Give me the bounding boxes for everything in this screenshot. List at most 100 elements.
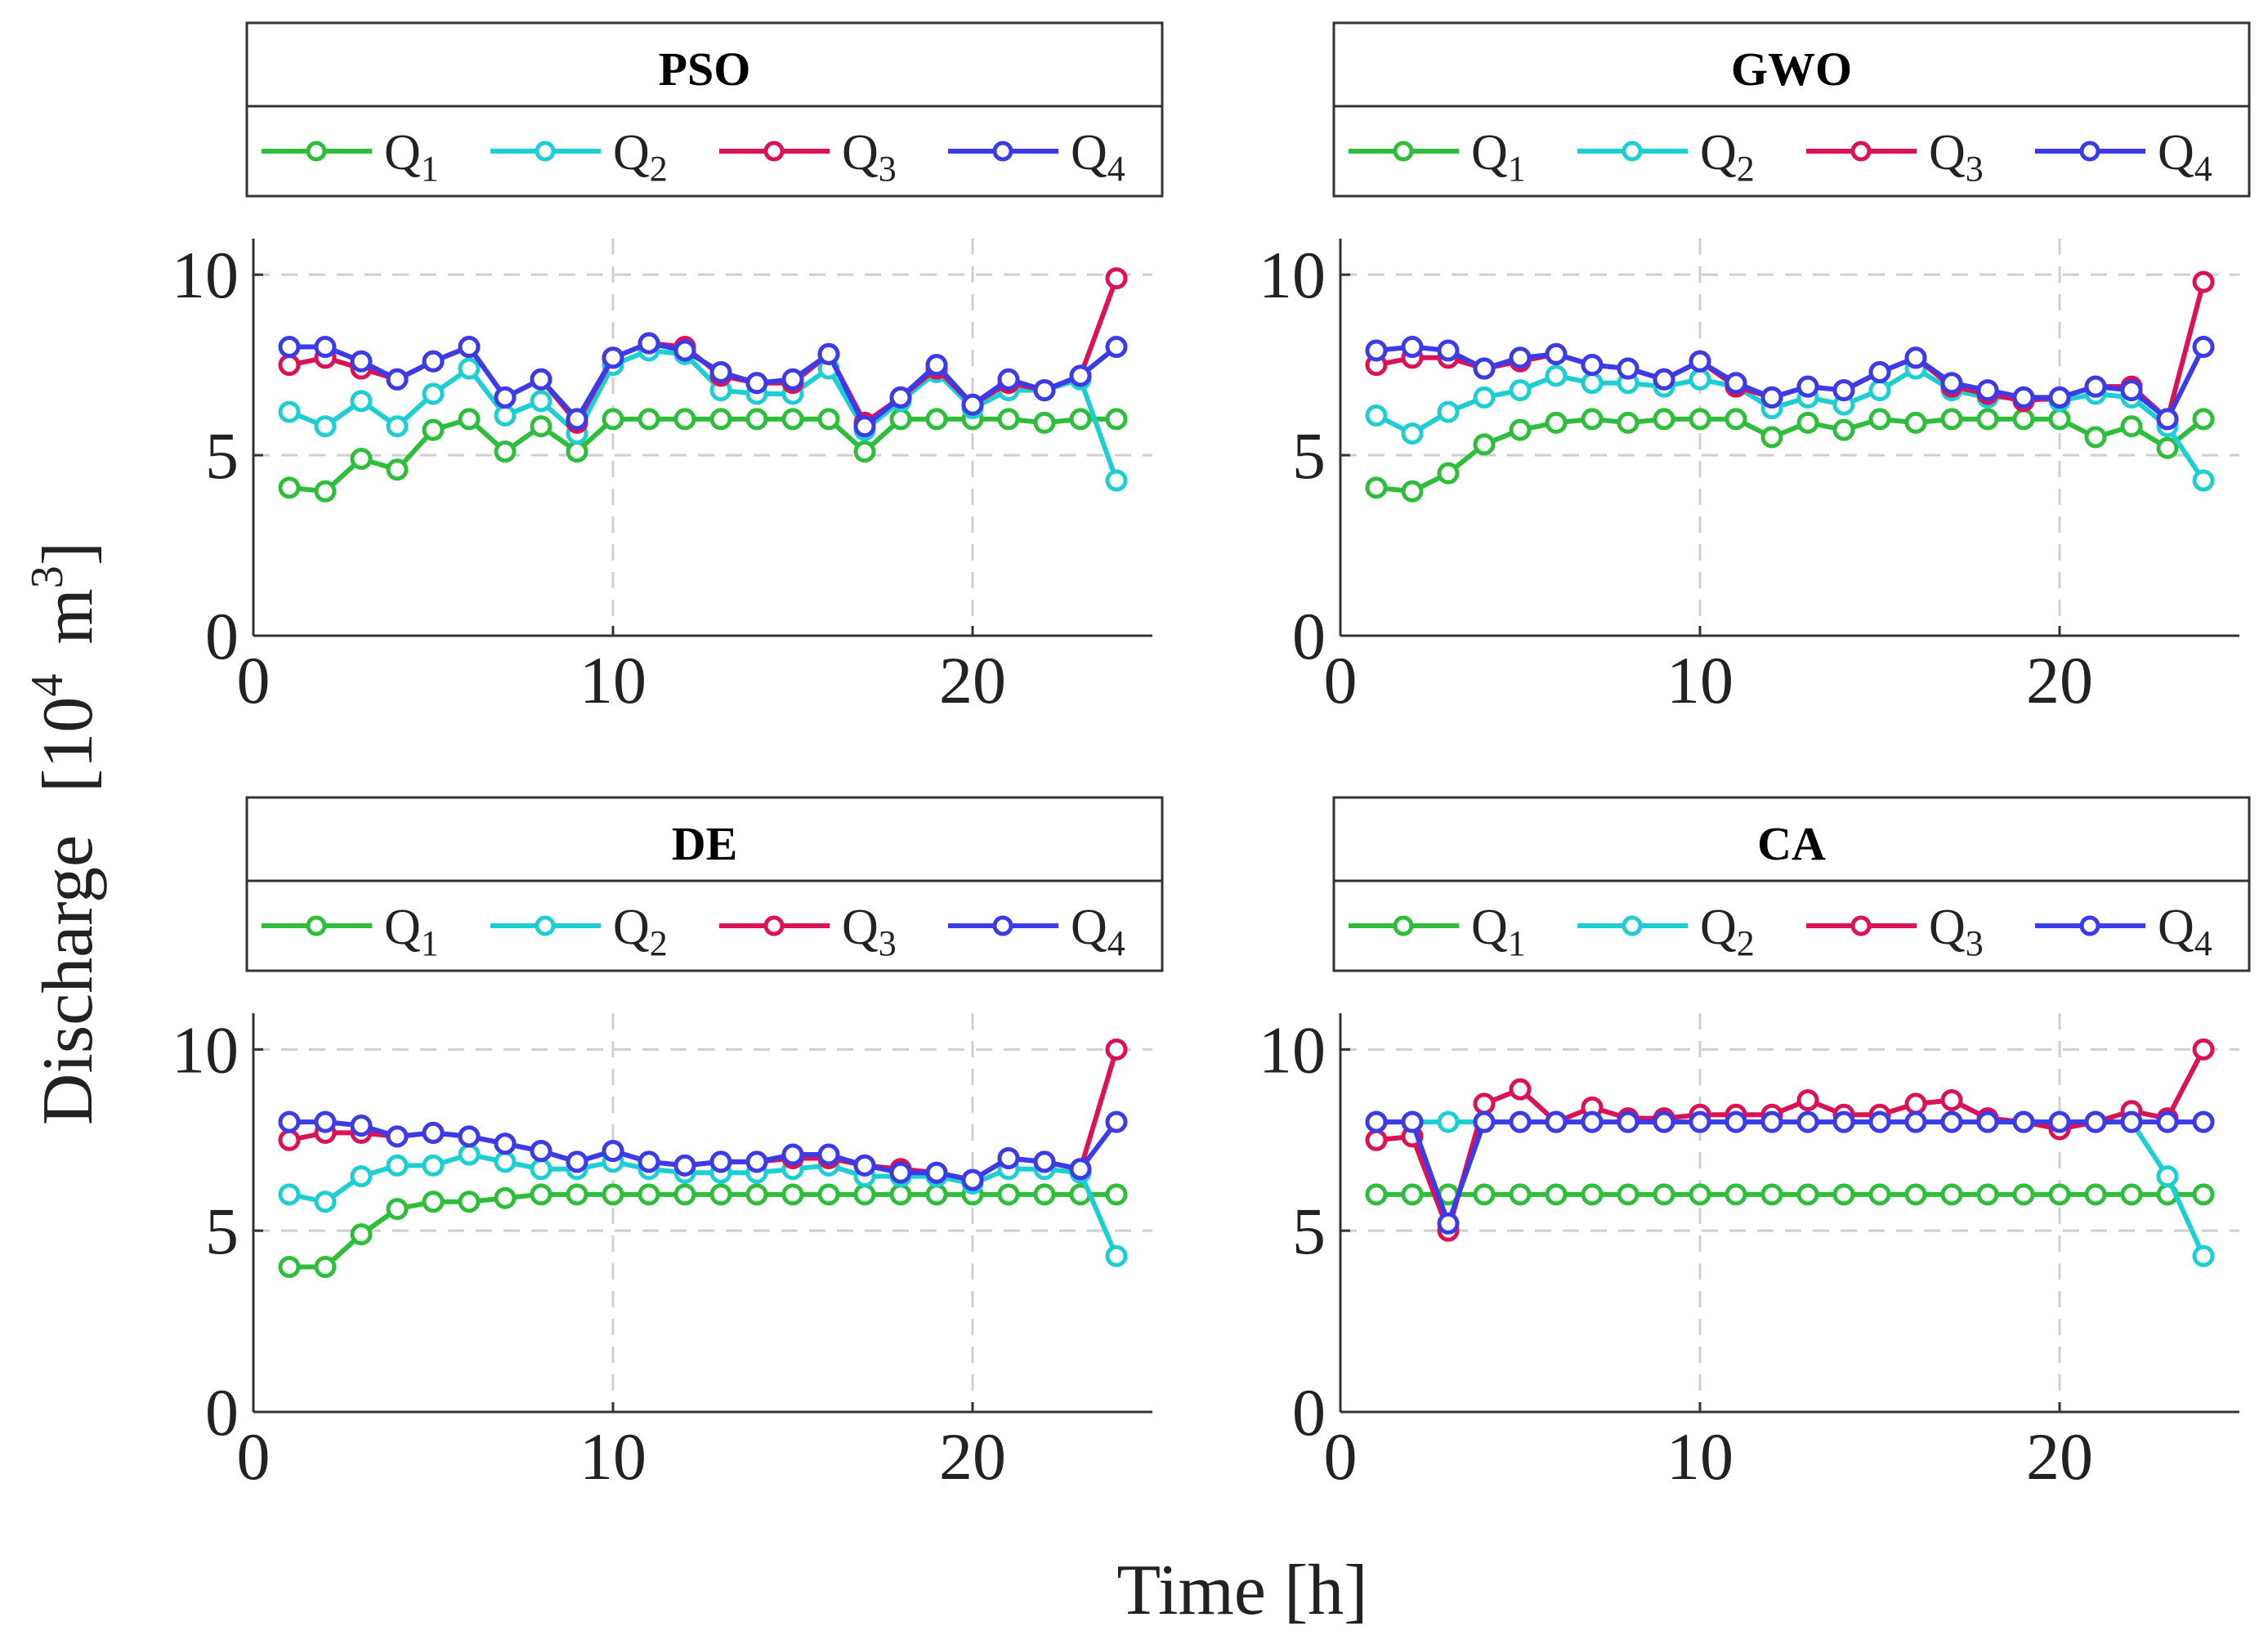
- data-point: [1401, 480, 1424, 503]
- y-tick-label: 5: [1292, 418, 1326, 493]
- data-point: [278, 1183, 301, 1206]
- data-point: [350, 448, 373, 471]
- data-point: [2120, 1183, 2143, 1206]
- data-point: [1509, 1183, 1532, 1206]
- data-point: [1365, 1183, 1388, 1206]
- title-box: [1332, 21, 2251, 198]
- title-box: [245, 21, 1164, 198]
- data-point: [1617, 357, 1639, 380]
- data-point: [1976, 408, 1999, 431]
- legend-label: Q4: [1071, 125, 1125, 189]
- data-point: [1689, 1110, 1711, 1133]
- y-axis-label-base: 10: [29, 697, 108, 769]
- data-point: [1509, 346, 1532, 369]
- data-point: [494, 1132, 517, 1155]
- title-box: [245, 796, 1164, 972]
- data-point: [314, 480, 337, 503]
- legend-swatch-marker: [1850, 915, 1872, 936]
- y-tick-label: 10: [172, 1012, 239, 1087]
- x-tick-label: 10: [579, 643, 646, 717]
- data-point: [2012, 1110, 2035, 1133]
- series-q3: [278, 267, 1128, 434]
- data-point: [1689, 1183, 1711, 1206]
- series-line: [1375, 366, 2206, 482]
- legend-swatch-marker: [1622, 141, 1643, 162]
- y-axis-label-exp: 4: [22, 674, 73, 697]
- data-point: [602, 408, 624, 431]
- data-point: [1868, 360, 1891, 383]
- legend-swatch-marker: [306, 915, 327, 936]
- data-point: [1437, 462, 1460, 485]
- panel-title: DE: [672, 817, 738, 870]
- data-point: [314, 1110, 337, 1133]
- data-point: [1976, 1183, 1999, 1206]
- data-point: [817, 342, 840, 365]
- x-tick-label: 10: [1666, 643, 1733, 717]
- data-point: [2192, 408, 2215, 431]
- data-point: [1105, 1244, 1128, 1267]
- data-point: [745, 372, 768, 395]
- data-point: [2192, 1038, 2215, 1061]
- legend-swatch-marker: [763, 915, 785, 936]
- data-point: [1832, 1110, 1855, 1133]
- data-point: [1401, 336, 1424, 359]
- data-point: [1365, 404, 1388, 427]
- data-point: [1545, 1110, 1568, 1133]
- data-point: [1069, 408, 1092, 431]
- data-point: [1581, 1183, 1604, 1206]
- data-point: [1724, 1110, 1747, 1133]
- data-point: [1545, 364, 1568, 387]
- series-line: [1376, 1119, 2206, 1258]
- data-point: [2012, 408, 2035, 431]
- legend-label: Q4: [1071, 900, 1125, 963]
- data-point: [889, 1161, 912, 1184]
- data-point: [602, 1140, 624, 1163]
- data-point: [386, 1154, 409, 1177]
- data-point: [1033, 379, 1056, 402]
- chart-panel-de: DE Q1 Q2 Q3 Q4 0 5 10 0 10 20: [172, 796, 1164, 1494]
- data-point: [278, 1110, 301, 1133]
- data-point: [458, 408, 481, 431]
- data-point: [1365, 476, 1388, 499]
- data-point: [781, 408, 804, 431]
- data-point: [1105, 1110, 1128, 1133]
- data-point: [1437, 400, 1460, 423]
- data-point: [1509, 418, 1532, 441]
- data-point: [1581, 372, 1604, 395]
- series-line: [1376, 1048, 2206, 1234]
- legend-swatch-marker: [1622, 915, 1643, 936]
- series-line: [1376, 1119, 2203, 1226]
- data-point: [745, 408, 768, 431]
- legend-entry-q3: Q3: [719, 125, 897, 189]
- data-point: [1868, 1183, 1891, 1206]
- data-point: [278, 400, 301, 423]
- series-line: [289, 1048, 1119, 1183]
- data-point: [2084, 1110, 2107, 1133]
- data-point: [602, 1183, 624, 1206]
- data-point: [422, 350, 445, 373]
- data-point: [314, 336, 337, 359]
- data-point: [2192, 1244, 2215, 1267]
- data-point: [637, 408, 660, 431]
- data-point: [2048, 386, 2071, 409]
- legend-label: Q3: [1929, 125, 1984, 189]
- data-point: [1509, 1078, 1532, 1101]
- data-point: [530, 390, 552, 413]
- data-point: [494, 386, 517, 409]
- data-point: [1509, 379, 1532, 402]
- data-point: [1401, 1110, 1424, 1133]
- series-q4: [278, 332, 1128, 438]
- data-point: [1653, 1183, 1675, 1206]
- legend-label: Q1: [1471, 900, 1526, 963]
- legend-entry-q2: Q2: [490, 900, 668, 963]
- data-point: [2084, 375, 2107, 398]
- y-tick-label: 10: [172, 238, 239, 312]
- data-point: [1033, 1150, 1056, 1173]
- data-point: [314, 415, 337, 438]
- x-tick-label: 0: [237, 643, 271, 717]
- data-point: [637, 332, 660, 355]
- data-point: [1581, 408, 1604, 431]
- data-point: [673, 1154, 696, 1177]
- legend-entry-q4: Q4: [948, 125, 1125, 189]
